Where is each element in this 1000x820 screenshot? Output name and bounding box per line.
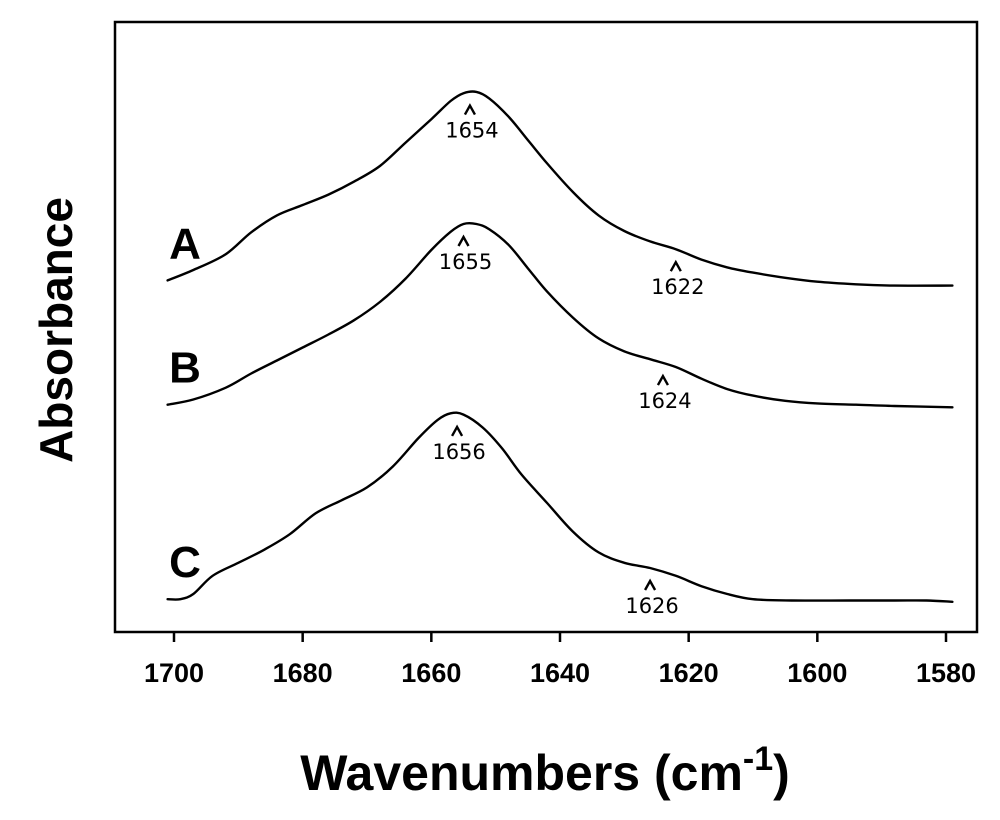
x-tick-label: 1640 <box>530 658 590 688</box>
peak-caret-icon <box>463 103 476 116</box>
x-tick-label: 1600 <box>787 658 847 688</box>
series-line-a <box>166 90 954 287</box>
peak-caret-icon <box>457 234 470 247</box>
y-axis-title: Absorbance <box>30 197 82 463</box>
x-tick-label: 1700 <box>144 658 204 688</box>
x-axis-title-suffix: ) <box>773 745 790 801</box>
peak-label: 1656 <box>432 440 485 464</box>
x-tick-label: 1620 <box>659 658 719 688</box>
peak-label: 1654 <box>445 119 498 143</box>
plot-frame <box>113 20 979 634</box>
peak-label: 1655 <box>439 250 492 274</box>
series-label-a: A <box>169 219 201 268</box>
label-layer: A 1654 1622 B 1655 1624 C 1656 1626 <box>169 103 705 618</box>
series-label-b: B <box>169 344 201 393</box>
series-line-c <box>166 411 954 603</box>
series-label-c: C <box>169 538 201 587</box>
x-axis: 1700 1680 1660 1640 1620 1600 1580 <box>144 632 976 688</box>
series-line-b <box>166 221 954 409</box>
x-tick-label: 1660 <box>401 658 461 688</box>
peak-label: 1624 <box>638 389 691 413</box>
peak-label: 1622 <box>651 275 704 299</box>
peak-caret-icon <box>451 424 464 437</box>
peak-caret-icon <box>669 259 682 272</box>
peak-caret-icon <box>656 373 669 386</box>
x-axis-title-superscript: -1 <box>743 740 773 778</box>
x-axis-title-main: Wavenumbers (cm <box>300 745 743 801</box>
peak-caret-icon <box>644 578 657 591</box>
x-tick-label: 1680 <box>273 658 333 688</box>
x-tick-label: 1580 <box>916 658 976 688</box>
peak-label: 1626 <box>625 594 678 618</box>
x-axis-title: Wavenumbers (cm-1) <box>300 740 790 801</box>
series-layer <box>166 90 954 603</box>
